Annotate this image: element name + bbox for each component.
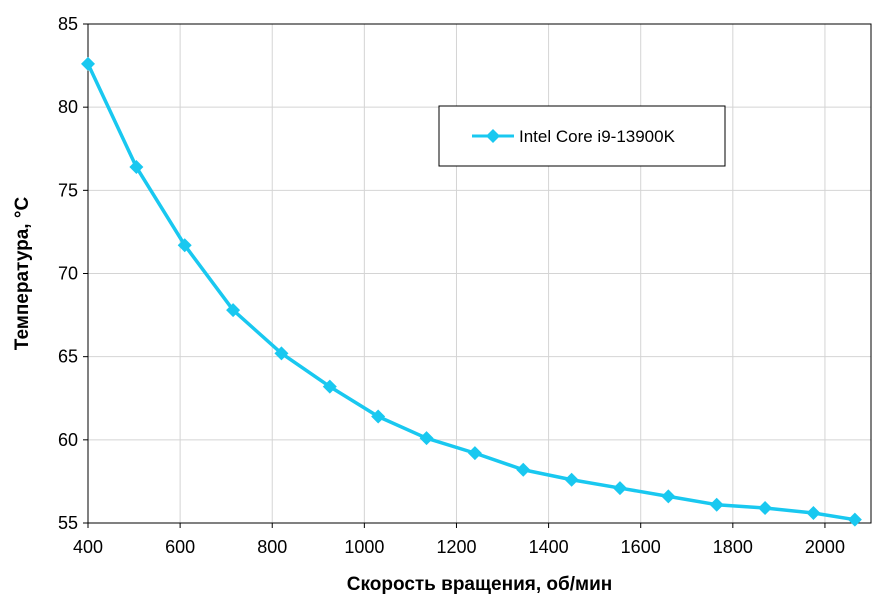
y-tick-label: 55 [58, 513, 78, 533]
data-point-marker [516, 462, 531, 477]
y-tick-label: 70 [58, 264, 78, 284]
data-point-marker [371, 409, 386, 424]
x-tick-label: 1600 [621, 537, 661, 557]
data-point-marker [806, 506, 821, 521]
legend: Intel Core i9-13900K [438, 105, 726, 167]
data-point-marker [177, 238, 192, 253]
x-tick-label: 800 [257, 537, 287, 557]
legend-label: Intel Core i9-13900K [519, 127, 676, 146]
data-point-marker [274, 346, 289, 361]
x-axis-ticks: 400 600 800 1000 1200 1400 1600 1800 2000 [73, 523, 845, 557]
data-point-marker [612, 481, 627, 496]
data-point-marker [81, 56, 95, 71]
data-point-marker [467, 446, 482, 461]
data-point-marker [322, 379, 337, 394]
y-tick-label: 65 [58, 347, 78, 367]
x-tick-label: 2000 [805, 537, 845, 557]
y-tick-label: 80 [58, 97, 78, 117]
x-tick-label: 400 [73, 537, 103, 557]
y-tick-label: 60 [58, 430, 78, 450]
y-tick-label: 85 [58, 14, 78, 34]
data-point-marker [226, 303, 241, 318]
data-point-marker [758, 501, 773, 516]
data-point-marker [419, 431, 434, 446]
y-tick-label: 75 [58, 180, 78, 200]
x-tick-label: 1000 [344, 537, 384, 557]
data-point-marker [661, 489, 676, 504]
x-tick-label: 1400 [529, 537, 569, 557]
data-point-marker [129, 160, 144, 175]
data-point-marker [564, 472, 579, 487]
data-point-marker [847, 512, 862, 527]
x-tick-label: 1800 [713, 537, 753, 557]
y-axis-title: Температура, °С [12, 197, 33, 351]
y-axis-ticks: 55 60 65 70 75 80 85 [58, 14, 88, 533]
series-layer [81, 56, 862, 527]
x-axis-title: Скорость вращения, об/мин [347, 574, 612, 595]
data-point-marker [709, 497, 724, 512]
x-tick-label: 1200 [436, 537, 476, 557]
x-tick-label: 600 [165, 537, 195, 557]
legend-marker-diamond [486, 129, 500, 143]
